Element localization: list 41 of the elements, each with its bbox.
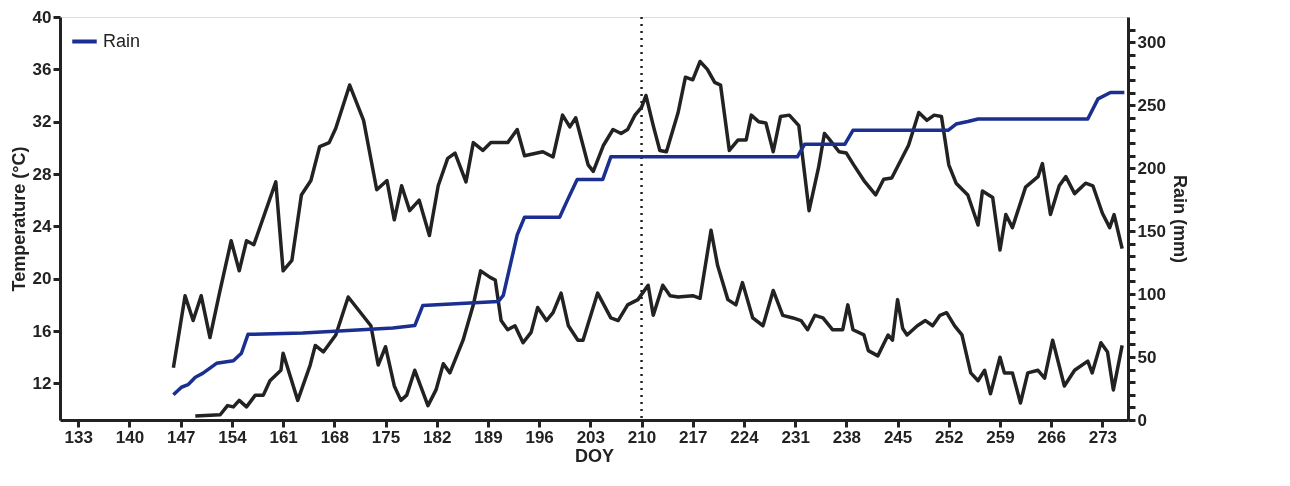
y-tick-label: 12: [32, 373, 52, 393]
x-tick-label: 231: [781, 427, 810, 447]
x-tick-label: 259: [986, 427, 1015, 447]
y2-tick-label: 200: [1137, 158, 1166, 178]
x-tick-label: 217: [679, 427, 708, 447]
y-tick-label: 32: [32, 112, 52, 132]
y-axis-title: Temperature (°C): [8, 146, 29, 292]
x-tick-label: 189: [474, 427, 503, 447]
x-tick-label: 245: [883, 427, 913, 447]
x-tick-label: 203: [576, 427, 606, 447]
x-tick-label: 161: [269, 427, 298, 447]
x-tick-label: 238: [832, 427, 862, 447]
x-tick-label: 224: [730, 427, 760, 447]
x-tick-label: 147: [167, 427, 196, 447]
y-tick-label: 16: [32, 321, 52, 341]
y2-tick-label: 250: [1137, 95, 1166, 115]
y-tick-label: 36: [32, 59, 52, 79]
y-tick-label: 20: [32, 269, 52, 289]
x-tick-label: 140: [115, 427, 145, 447]
y2-tick-label: 300: [1137, 32, 1166, 52]
x-tick-label: 133: [64, 427, 93, 447]
y2-tick-label: 100: [1137, 284, 1166, 304]
y2-axis-title: Rain (mm): [1169, 174, 1190, 264]
y-tick-label: 28: [32, 164, 52, 184]
y-tick-label: 24: [32, 216, 53, 236]
y2-tick-label: 0: [1137, 410, 1147, 430]
x-tick-label: 210: [627, 427, 657, 447]
legend-label: Rain: [103, 30, 141, 51]
y2-tick-label: 50: [1137, 347, 1157, 367]
x-tick-label: 175: [371, 427, 401, 447]
x-axis-title: DOY: [574, 445, 615, 466]
x-tick-label: 252: [935, 427, 964, 447]
y-tick-label: 40: [32, 7, 52, 27]
y2-tick-label: 150: [1137, 221, 1166, 241]
x-tick-label: 266: [1037, 427, 1066, 447]
x-tick-label: 168: [320, 427, 349, 447]
x-tick-label: 273: [1088, 427, 1118, 447]
line-series: [171, 90, 1127, 397]
x-tick-label: 154: [218, 427, 248, 447]
x-tick-label: 196: [525, 427, 554, 447]
x-tick-label: 182: [423, 427, 452, 447]
